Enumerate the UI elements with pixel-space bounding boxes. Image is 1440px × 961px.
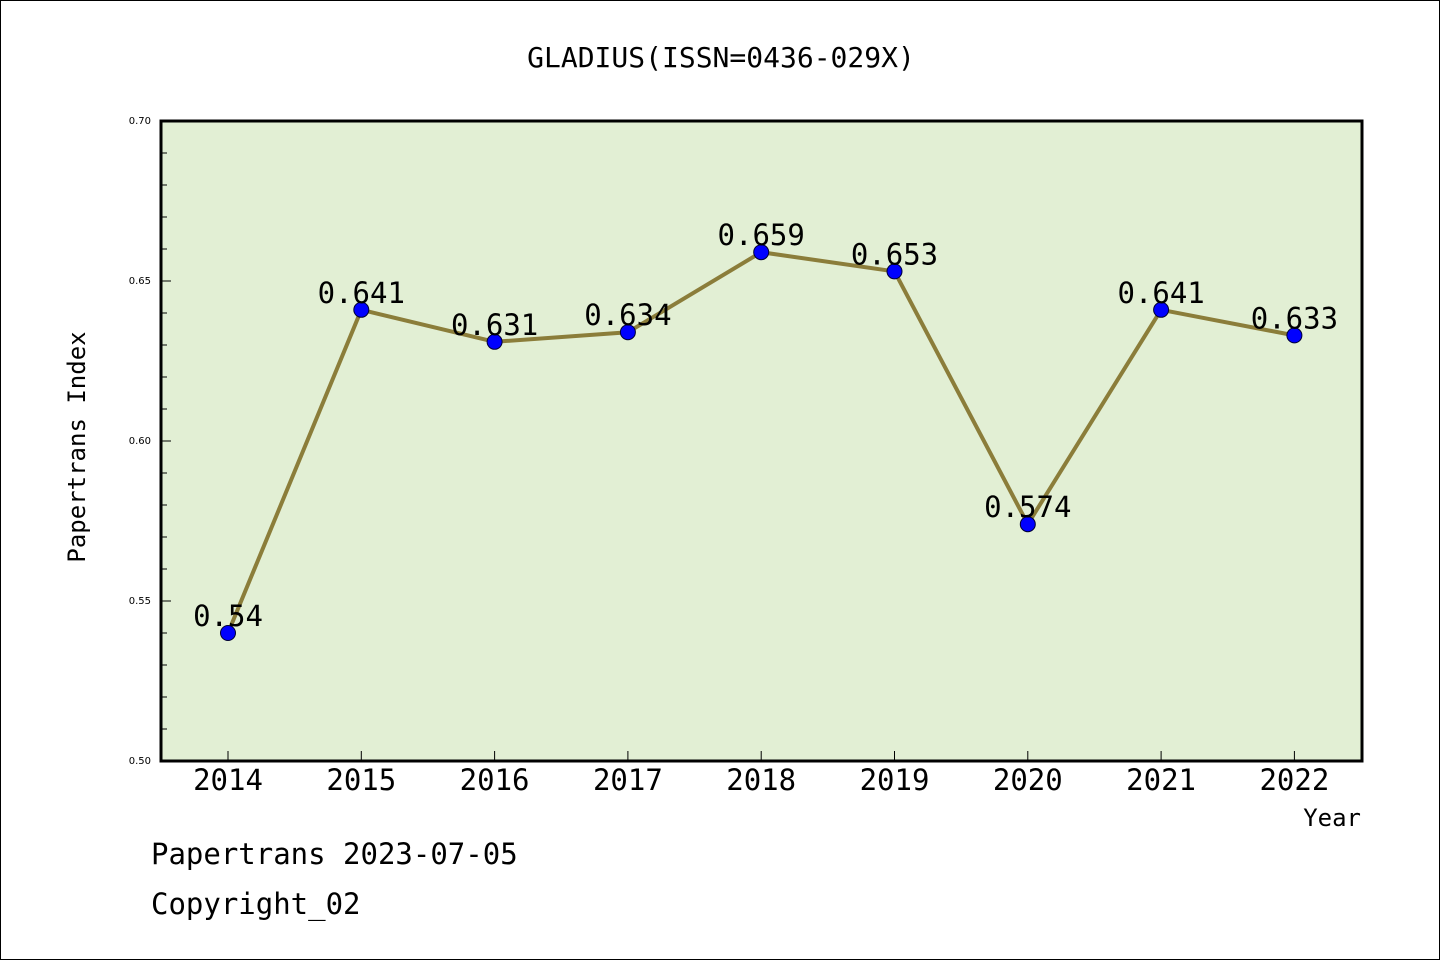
data-labels: 0.54 0.641 0.631 0.634 0.659 0.653 0.574 0.641 0… bbox=[193, 218, 1338, 633]
y-tick-label: 0.60 bbox=[129, 436, 151, 447]
x-tick-label: 2022 bbox=[1259, 763, 1329, 797]
x-tick-label: 2018 bbox=[726, 763, 796, 797]
data-label: 0.633 bbox=[1251, 301, 1338, 335]
data-point-marker bbox=[753, 244, 770, 261]
x-tick-label: 2021 bbox=[1126, 763, 1196, 797]
data-label: 0.54 bbox=[193, 599, 263, 633]
x-tick-label: 2016 bbox=[460, 763, 530, 797]
data-label: 0.631 bbox=[451, 308, 538, 342]
x-tick-label: 2014 bbox=[193, 763, 263, 797]
data-point-marker bbox=[1153, 301, 1170, 318]
x-tick-label: 2020 bbox=[993, 763, 1063, 797]
y-axis-tick-labels: 0.50 0.55 0.60 0.65 0.70 bbox=[129, 116, 151, 767]
data-label: 0.641 bbox=[1117, 276, 1204, 310]
data-point-marker bbox=[1286, 327, 1303, 344]
data-point-marker bbox=[619, 324, 636, 341]
data-label: 0.574 bbox=[984, 490, 1071, 524]
x-tick-label: 2019 bbox=[860, 763, 930, 797]
x-tick-label: 2017 bbox=[593, 763, 663, 797]
y-tick-label: 0.55 bbox=[129, 596, 151, 607]
series-markers bbox=[220, 244, 1303, 641]
data-label: 0.634 bbox=[584, 298, 671, 332]
data-point-marker bbox=[486, 333, 503, 350]
x-axis-tick-labels: 2014 2015 2016 2017 2018 2019 2020 2021 2022 bbox=[193, 763, 1329, 797]
data-point-marker bbox=[886, 263, 903, 280]
x-axis-label: Year bbox=[1303, 804, 1361, 832]
y-tick-label: 0.50 bbox=[129, 756, 151, 767]
footer-source-text: Papertrans 2023-07-05 bbox=[151, 837, 518, 871]
data-point-marker bbox=[220, 625, 236, 641]
y-axis-label: Papertrans Index bbox=[63, 331, 91, 562]
data-label: 0.641 bbox=[318, 276, 405, 310]
y-tick-label: 0.70 bbox=[129, 116, 151, 127]
footer-copyright-text: Copyright_02 bbox=[151, 887, 361, 921]
x-axis-ticks bbox=[227, 751, 1295, 761]
x-tick-label: 2015 bbox=[326, 763, 396, 797]
data-label: 0.653 bbox=[851, 237, 938, 271]
data-label: 0.659 bbox=[718, 218, 805, 252]
data-point-marker bbox=[1019, 516, 1036, 533]
chart-title: GLADIUS(ISSN=0436-029X) bbox=[527, 41, 915, 74]
y-axis-ticks bbox=[161, 120, 171, 762]
data-point-marker bbox=[353, 301, 370, 318]
plot-area bbox=[159, 119, 1364, 763]
y-tick-label: 0.65 bbox=[129, 276, 151, 287]
